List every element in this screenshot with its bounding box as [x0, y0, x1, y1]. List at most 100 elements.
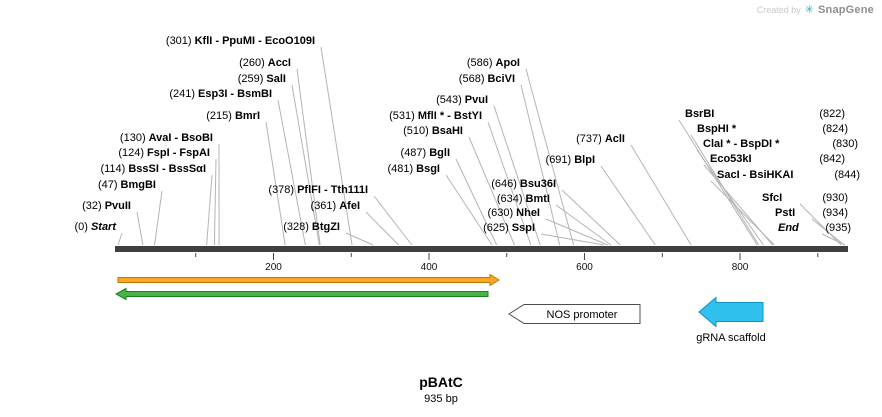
site-label-481[interactable]: (481) BsgI [387, 163, 440, 176]
site-label-361[interactable]: (361) AfeI [311, 200, 360, 213]
sequence-line[interactable] [115, 246, 848, 252]
callout-line-586 [525, 68, 575, 246]
site-position: (241) [169, 88, 196, 100]
snapgene-logo-icon: ✳ [804, 3, 814, 16]
site-name: SalI [266, 73, 286, 85]
callout-line-328 [345, 232, 374, 246]
callout-line-830 [696, 149, 764, 246]
site-name: BspHI * [697, 123, 737, 135]
site-label-543[interactable]: (543) PvuI [436, 94, 488, 107]
site-name: BsgI [416, 163, 440, 175]
feature-label-grna-scaffold: gRNA scaffold [696, 332, 766, 344]
callout-line-0 [117, 232, 123, 246]
callout-line-510 [468, 136, 516, 246]
ruler-label-600: 600 [576, 262, 593, 273]
site-label-47[interactable]: (47) BmgBI [98, 179, 156, 192]
site-position: (301) [165, 35, 192, 47]
site-label-586[interactable]: (586) ApoI [467, 57, 520, 70]
site-position: (824) [822, 123, 848, 135]
site-label-934[interactable]: PstI (934) [775, 207, 848, 220]
site-label-930[interactable]: SfcI (930) [762, 192, 848, 205]
callout-line-487 [455, 158, 498, 246]
site-label-646[interactable]: (646) Bsu36I [491, 178, 556, 191]
site-label-114[interactable]: (114) BssSI - BssSαI [100, 163, 206, 176]
site-name: BlpI [574, 154, 595, 166]
site-position: (691) [545, 154, 572, 166]
site-name: BmrI [234, 110, 260, 122]
site-position: (586) [466, 57, 493, 69]
site-name: SfcI [762, 192, 783, 204]
site-position: (630) [487, 207, 514, 219]
site-position: (930) [822, 192, 848, 204]
site-name: ApoI [495, 57, 520, 69]
site-label-625[interactable]: (625) SspI [483, 222, 535, 235]
site-name: PvuI [464, 94, 488, 106]
site-position: (510) [403, 125, 429, 137]
callout-line-930 [799, 203, 842, 246]
feature-label-nos-promoter: NOS promoter [547, 309, 618, 321]
site-label-935[interactable]: End (935) [778, 222, 851, 235]
callout-line-481 [445, 174, 493, 246]
site-position: (259) [237, 73, 264, 85]
site-position: (935) [825, 222, 851, 234]
site-label-0[interactable]: (0) Start [74, 221, 116, 234]
feature-nos-promoter[interactable] [508, 304, 641, 324]
site-label-301[interactable]: (301) KflI - PpuMI - EcoO109I [166, 35, 315, 48]
ruler-label-800: 800 [732, 262, 749, 273]
site-label-328[interactable]: (328) BtgZI [283, 221, 340, 234]
callout-line-47 [154, 190, 163, 246]
site-position: (531) [389, 110, 415, 122]
site-position: (215) [206, 110, 232, 122]
site-label-510[interactable]: (510) BsaHI [403, 125, 463, 138]
site-position: (328) [283, 221, 309, 233]
feature-forward-arrow[interactable] [117, 273, 500, 287]
callout-line-215 [265, 121, 286, 246]
site-name: AccI [267, 57, 291, 69]
site-label-844[interactable]: SacI - BsiHKAI (844) [717, 169, 860, 182]
site-label-32[interactable]: (32) PvuII [82, 200, 131, 213]
feature-reverse-arrow[interactable] [114, 287, 489, 301]
site-name: BsaHI [431, 125, 463, 137]
callout-line-114 [206, 174, 213, 246]
site-position: (830) [832, 138, 858, 150]
site-label-215[interactable]: (215) BmrI [206, 110, 260, 123]
site-position: (822) [819, 108, 845, 120]
callout-line-822 [678, 119, 758, 246]
site-label-531[interactable]: (531) MflI * - BstYI [389, 110, 482, 123]
site-position: (130) [119, 132, 146, 144]
site-label-568[interactable]: (568) BciVI [459, 73, 515, 86]
site-label-241[interactable]: (241) Esp3I - BsmBI [169, 88, 272, 101]
site-label-487[interactable]: (487) BglI [401, 147, 450, 160]
feature-grna-scaffold[interactable] [698, 296, 764, 328]
site-label-737[interactable]: (737) AclI [576, 133, 625, 146]
site-label-691[interactable]: (691) BlpI [546, 154, 595, 167]
site-name: Bsu36I [519, 178, 556, 190]
title-block: pBAtC 935 bp [0, 374, 882, 405]
site-position: (481) [387, 163, 414, 175]
site-name: SspI [511, 222, 535, 234]
site-label-822[interactable]: BsrBI (822) [685, 108, 845, 121]
site-position: (634) [496, 193, 523, 205]
site-label-259[interactable]: (259) SalI [238, 73, 286, 86]
ruler-label-400: 400 [421, 262, 438, 273]
site-label-378[interactable]: (378) PflFI - Tth111I [268, 184, 368, 197]
site-position: (625) [483, 222, 509, 234]
site-name: SacI - BsiHKAI [717, 169, 794, 181]
site-label-824[interactable]: BspHI * (824) [697, 123, 848, 136]
site-name: End [778, 222, 799, 234]
site-position: (260) [239, 57, 265, 69]
site-label-630[interactable]: (630) NheI [487, 207, 540, 220]
site-label-130[interactable]: (130) AvaI - BsoBI [120, 132, 213, 145]
site-name: BmtI [525, 193, 550, 205]
site-position: (646) [491, 178, 517, 190]
site-label-124[interactable]: (124) FspI - FspAI [118, 147, 210, 160]
callout-line-32 [136, 211, 144, 246]
plasmid-length: 935 bp [424, 393, 458, 405]
site-position: (124) [118, 147, 145, 159]
site-label-260[interactable]: (260) AccI [239, 57, 291, 70]
site-label-634[interactable]: (634) BmtI [497, 193, 550, 206]
site-label-830[interactable]: ClaI * - BspDI * (830) [703, 138, 858, 151]
site-label-842[interactable]: Eco53kI (842) [710, 153, 845, 166]
callout-line-646 [561, 189, 621, 246]
callout-line-543 [493, 105, 541, 246]
